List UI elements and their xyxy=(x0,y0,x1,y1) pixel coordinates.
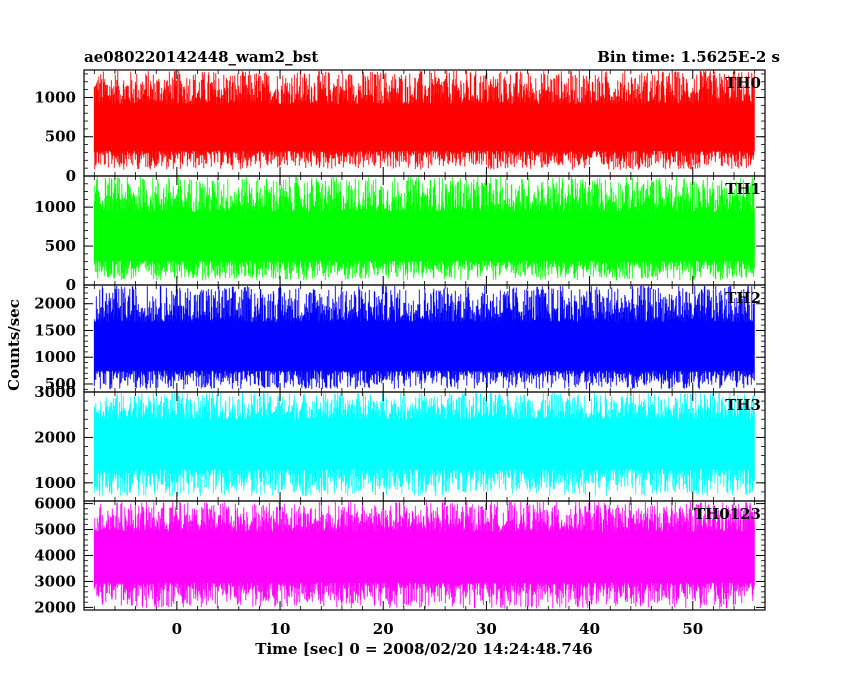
series-th0123 xyxy=(93,502,755,609)
y-tick-label: 5000 xyxy=(34,521,76,539)
panel-label: TH3 xyxy=(725,396,761,414)
y-tick-label: 1000 xyxy=(34,474,76,492)
y-tick-label: 4000 xyxy=(34,547,76,565)
series-th2 xyxy=(93,286,755,390)
y-tick-label: 0 xyxy=(66,167,76,185)
y-tick-label: 500 xyxy=(45,237,76,255)
series-th0 xyxy=(93,71,755,170)
y-axis-label: Counts/sec xyxy=(5,299,23,391)
y-tick-label: 2000 xyxy=(34,428,76,446)
series-th3 xyxy=(93,393,755,497)
panel-th2: 500 1000 1500 2000 TH2 xyxy=(34,284,766,393)
panel-label: TH2 xyxy=(725,289,761,307)
panel-label: TH1 xyxy=(725,180,761,198)
y-tick-label: 500 xyxy=(45,128,76,146)
panel-th0: 0 500 1000 TH0 xyxy=(34,69,766,185)
y-tick-label: 500 xyxy=(45,375,76,393)
y-tick-label: 3000 xyxy=(34,383,76,401)
panel-th1: 0 500 1000 TH1 xyxy=(34,175,766,294)
y-tick-label: 1500 xyxy=(34,321,76,339)
y-tick-label: 6000 xyxy=(34,495,76,513)
x-tick-label: 10 xyxy=(270,620,291,638)
y-tick-label: 0 xyxy=(66,276,76,294)
x-axis-label: Time [sec] 0 = 2008/02/20 14:24:48.746 xyxy=(255,640,592,658)
panel-label: TH0123 xyxy=(694,505,761,523)
y-tick-label: 1000 xyxy=(34,198,76,216)
x-tick-label: 30 xyxy=(476,620,497,638)
x-tick-label: 20 xyxy=(373,620,394,638)
bin-time-label: Bin time: 1.5625E-2 s xyxy=(597,48,780,66)
y-tick-label: 1000 xyxy=(34,88,76,106)
panel-th3: 1000 2000 3000 TH3 xyxy=(34,383,766,502)
chart-title: ae080220142448_wam2_bst xyxy=(84,48,318,66)
series-th1 xyxy=(93,177,755,281)
y-tick-label: 2000 xyxy=(34,598,76,616)
y-tick-label: 1000 xyxy=(34,348,76,366)
x-tick-label: 0 xyxy=(172,620,182,638)
y-tick-label: 3000 xyxy=(34,572,76,590)
x-tick-label: 40 xyxy=(579,620,600,638)
y-tick-label: 2000 xyxy=(34,295,76,313)
panel-label: TH0 xyxy=(725,74,761,92)
panel-th0123: 2000 3000 4000 5000 6000 TH0123 xyxy=(34,495,766,616)
x-tick-label: 50 xyxy=(682,620,703,638)
